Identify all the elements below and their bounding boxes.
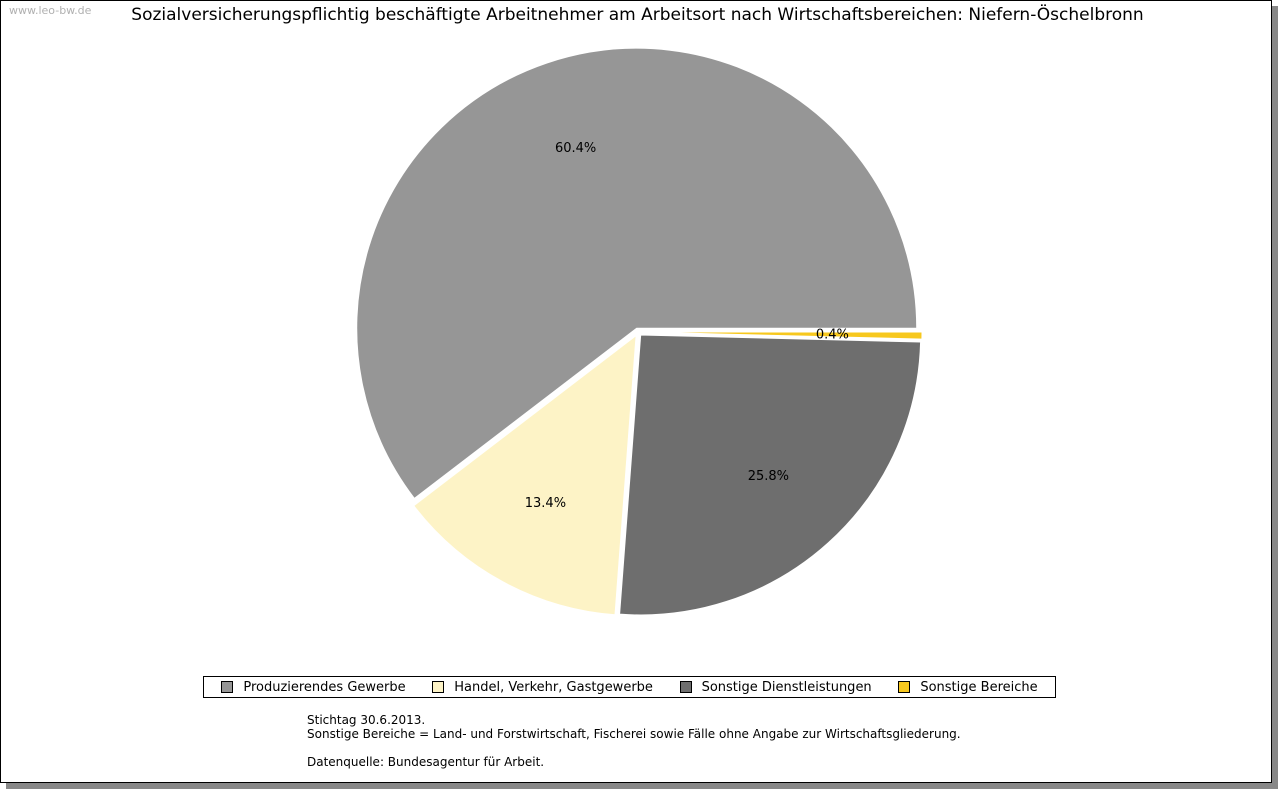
legend-item: Produzierendes Gewerbe <box>221 679 406 695</box>
slice-label: 25.8% <box>748 469 789 484</box>
legend-label: Handel, Verkehr, Gastgewerbe <box>454 679 653 695</box>
legend-label: Sonstige Bereiche <box>920 679 1038 695</box>
pie-slice-1 <box>413 334 637 616</box>
legend-swatch <box>432 681 445 693</box>
pie-slice-3 <box>641 331 923 340</box>
chart-title: Sozialversicherungspflichtig beschäftigt… <box>131 5 1144 25</box>
legend-label: Produzierendes Gewerbe <box>243 679 406 695</box>
legend-swatch <box>898 681 911 693</box>
legend-item: Sonstige Bereiche <box>898 679 1038 695</box>
slice-label: 60.4% <box>555 141 596 156</box>
note-definition: Sonstige Bereiche = Land- und Forstwirts… <box>307 727 961 741</box>
slice-label: 13.4% <box>525 496 566 511</box>
watermark: www.leo-bw.de <box>9 4 92 17</box>
legend-item: Handel, Verkehr, Gastgewerbe <box>432 680 653 695</box>
note-source: Datenquelle: Bundesagentur für Arbeit. <box>307 755 545 769</box>
legend-swatch <box>679 681 692 693</box>
pie-slice-2 <box>619 334 922 616</box>
legend-label: Sonstige Dienstleistungen <box>701 679 872 695</box>
pie-slice-0 <box>356 47 918 500</box>
legend: Produzierendes Gewerbe Handel, Verkehr, … <box>203 676 1056 698</box>
slice-label: 0.4% <box>816 327 849 342</box>
chart-notes: Stichtag 30.6.2013. Sonstige Bereiche = … <box>307 713 961 769</box>
note-date: Stichtag 30.6.2013. <box>307 713 426 727</box>
legend-item: Sonstige Dienstleistungen <box>679 679 872 695</box>
legend-swatch <box>221 681 234 693</box>
